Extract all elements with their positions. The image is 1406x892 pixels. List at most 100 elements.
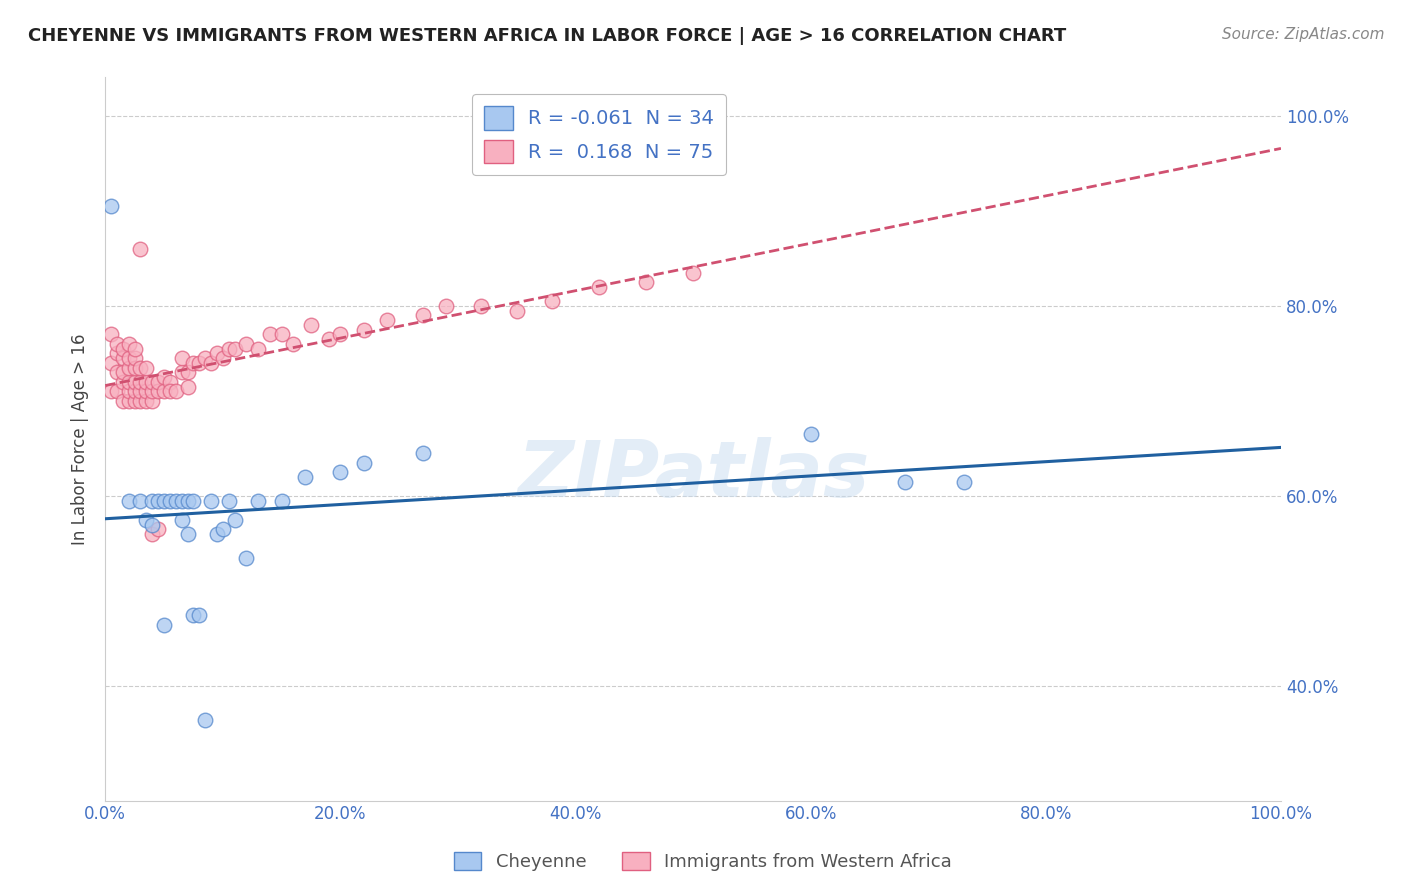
Point: [100, 384, 122, 399]
Point: [111, 366, 134, 380]
Point: [205, 346, 228, 360]
Point: [111, 394, 134, 409]
Point: [176, 380, 198, 394]
Point: [434, 299, 457, 313]
Point: [129, 394, 152, 409]
Point: [682, 266, 704, 280]
Point: [183, 608, 205, 623]
Point: [118, 394, 141, 409]
Point: [100, 199, 122, 213]
Point: [159, 494, 181, 508]
Point: [129, 375, 152, 389]
Point: [218, 342, 240, 356]
Point: [135, 375, 157, 389]
Point: [135, 384, 157, 399]
Point: [159, 375, 181, 389]
Point: [141, 394, 163, 409]
Point: [124, 342, 146, 356]
Point: [200, 494, 222, 508]
Point: [153, 617, 176, 632]
Point: [118, 351, 141, 366]
Text: CHEYENNE VS IMMIGRANTS FROM WESTERN AFRICA IN LABOR FORCE | AGE > 16 CORRELATION: CHEYENNE VS IMMIGRANTS FROM WESTERN AFRI…: [28, 27, 1066, 45]
Point: [146, 375, 169, 389]
Point: [176, 366, 198, 380]
Point: [135, 394, 157, 409]
Point: [634, 275, 657, 289]
Point: [183, 494, 205, 508]
Point: [470, 299, 492, 313]
Point: [247, 494, 270, 508]
Point: [153, 494, 176, 508]
Point: [211, 523, 233, 537]
Point: [188, 608, 211, 623]
Point: [141, 375, 163, 389]
Text: Source: ZipAtlas.com: Source: ZipAtlas.com: [1222, 27, 1385, 42]
Point: [170, 351, 193, 366]
Text: ZIPatlas: ZIPatlas: [517, 437, 869, 513]
Point: [146, 494, 169, 508]
Point: [124, 351, 146, 366]
Legend: R = -0.061  N = 34, R =  0.168  N = 75: R = -0.061 N = 34, R = 0.168 N = 75: [472, 95, 725, 175]
Point: [129, 494, 152, 508]
Point: [353, 456, 375, 470]
Point: [165, 384, 187, 399]
Point: [329, 327, 352, 342]
Point: [124, 394, 146, 409]
Point: [800, 427, 823, 442]
Point: [141, 384, 163, 399]
Point: [124, 360, 146, 375]
Point: [205, 527, 228, 541]
Point: [176, 527, 198, 541]
Point: [159, 384, 181, 399]
Point: [111, 351, 134, 366]
Point: [270, 494, 292, 508]
Point: [235, 551, 257, 566]
Point: [118, 375, 141, 389]
Point: [235, 337, 257, 351]
Point: [141, 527, 163, 541]
Point: [129, 360, 152, 375]
Point: [318, 332, 340, 346]
Point: [247, 342, 270, 356]
Point: [141, 494, 163, 508]
Point: [105, 337, 128, 351]
Point: [170, 513, 193, 527]
Point: [588, 280, 610, 294]
Point: [353, 323, 375, 337]
Point: [153, 384, 176, 399]
Point: [146, 384, 169, 399]
Point: [218, 494, 240, 508]
Point: [129, 242, 152, 256]
Point: [412, 446, 434, 460]
Point: [146, 523, 169, 537]
Point: [170, 366, 193, 380]
Point: [377, 313, 399, 327]
Point: [118, 384, 141, 399]
Point: [165, 494, 187, 508]
Point: [200, 356, 222, 370]
Legend: Cheyenne, Immigrants from Western Africa: Cheyenne, Immigrants from Western Africa: [447, 845, 959, 879]
Point: [105, 384, 128, 399]
Point: [211, 351, 233, 366]
Point: [224, 342, 246, 356]
Point: [299, 318, 322, 332]
Point: [893, 475, 915, 489]
Point: [294, 470, 316, 484]
Point: [124, 375, 146, 389]
Point: [129, 384, 152, 399]
Y-axis label: In Labor Force | Age > 16: In Labor Force | Age > 16: [72, 334, 89, 545]
Point: [141, 517, 163, 532]
Point: [194, 713, 217, 727]
Point: [118, 337, 141, 351]
Point: [118, 360, 141, 375]
Point: [135, 360, 157, 375]
Point: [194, 351, 217, 366]
Point: [111, 375, 134, 389]
Point: [176, 494, 198, 508]
Point: [952, 475, 974, 489]
Point: [329, 466, 352, 480]
Point: [100, 356, 122, 370]
Point: [259, 327, 281, 342]
Point: [224, 513, 246, 527]
Point: [170, 494, 193, 508]
